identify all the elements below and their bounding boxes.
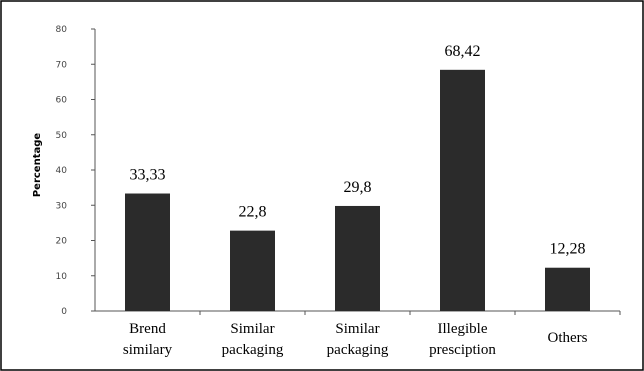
category-label: Similar packaging: [327, 321, 389, 358]
data-label: 33,33: [130, 167, 166, 184]
bar: [440, 69, 485, 312]
plot-area: 0 10 20 30 40 50 60 70 80 33,33 Brend similary 22,8 S…: [56, 25, 621, 358]
y-tick-label: 40: [56, 166, 68, 176]
y-tick-label: 80: [56, 25, 68, 35]
data-label: 29,8: [344, 179, 372, 196]
y-tick-label: 60: [56, 96, 68, 106]
y-tick-label: 0: [61, 307, 67, 317]
data-label: 68,42: [445, 43, 481, 60]
category-label: Brend similary: [123, 321, 173, 358]
y-tick-label: 30: [56, 201, 68, 211]
bar: [545, 267, 590, 311]
data-label: 12,28: [550, 241, 586, 258]
data-label: 22,8: [239, 204, 267, 221]
category-label: Illegible presciption: [429, 321, 496, 358]
category-label: Others: [548, 330, 588, 346]
bar: [125, 193, 170, 311]
y-axis-label: Percentage: [32, 133, 43, 198]
category-label: Similar packaging: [222, 321, 284, 358]
y-tick-label: 50: [56, 131, 68, 141]
y-tick-label: 10: [56, 272, 68, 282]
y-tick-label: 70: [56, 60, 68, 70]
bar: [335, 205, 380, 311]
y-tick-label: 20: [56, 237, 68, 247]
bar: [230, 230, 275, 311]
